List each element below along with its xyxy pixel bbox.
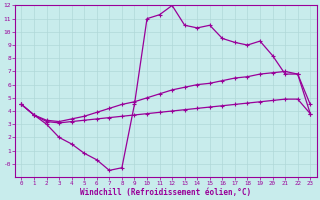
X-axis label: Windchill (Refroidissement éolien,°C): Windchill (Refroidissement éolien,°C) (80, 188, 252, 197)
